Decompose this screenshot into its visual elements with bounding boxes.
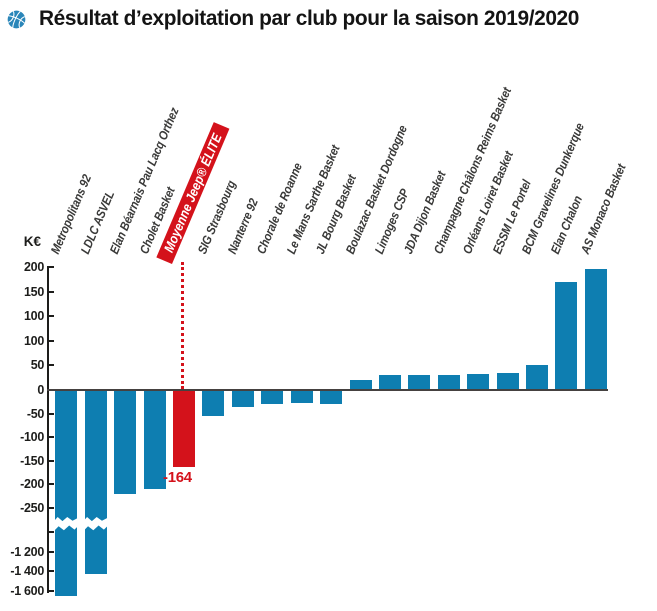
y-axis-tick [49, 339, 54, 342]
y-axis-tick-label: -200 [20, 477, 44, 492]
bar-chorale-de-roanne [261, 390, 284, 405]
bar-metropolitans-92 [54, 390, 79, 597]
y-axis-line [47, 266, 49, 593]
y-axis-unit-label: K€ [23, 234, 41, 249]
bar-bcm-gravelines-dunkerque [526, 365, 549, 389]
y-axis-tick-label: 150 [24, 284, 44, 299]
y-axis-tick [49, 315, 54, 318]
bar-moyenne-jeep-elite [172, 390, 195, 468]
bar-orleans-loiret-basket [467, 374, 490, 389]
y-axis-tick-label: -250 [20, 501, 44, 515]
basketball-icon [7, 10, 26, 29]
y-axis-break-resume-tick [49, 531, 54, 533]
y-axis-tick-label: -50 [26, 406, 44, 421]
bar-sig-strasbourg [202, 390, 225, 416]
average-dotted-line [181, 262, 184, 389]
axis-break-mark [54, 517, 79, 531]
bar-jl-bourg-basket [320, 390, 343, 405]
y-axis-tick-label: 50 [30, 358, 45, 373]
axis-break-mark [83, 517, 108, 531]
bar-essm-le-portel [496, 372, 519, 389]
zero-baseline [47, 389, 608, 391]
y-axis-tick-label: 0 [37, 383, 44, 397]
y-axis-tick-label: 100 [24, 309, 44, 324]
y-axis-tick [49, 266, 54, 268]
y-axis-tick-label: -100 [20, 430, 44, 445]
bar-limoges-csp [378, 375, 401, 389]
y-axis-tick-label: -1 400 [10, 564, 44, 579]
y-axis-tick [49, 570, 54, 573]
bar-elan-chalon [555, 281, 578, 389]
average-value-label: -164 [163, 469, 192, 486]
y-axis-tick-label: -1 600 [10, 584, 44, 599]
y-axis-tick [49, 364, 54, 367]
y-axis-tick [49, 507, 54, 509]
bar-nanterre-92 [231, 390, 254, 407]
bar-boulazac-basket-dordogne [349, 380, 372, 389]
bar-champagne-chalons-reims-basket [437, 375, 460, 389]
page-title: Résultat d’exploitation par club pour la… [39, 6, 579, 30]
y-axis-tick [49, 412, 54, 415]
y-axis-tick [49, 590, 54, 593]
y-axis-tick [49, 550, 54, 553]
y-axis-tick [49, 459, 54, 462]
club-label-as-monaco-basket: AS Monaco Basket [577, 161, 629, 256]
bar-cholet-basket [143, 390, 166, 490]
y-axis-tick [49, 290, 54, 293]
y-axis-tick-label: 200 [24, 260, 44, 274]
y-axis-tick-label: 100 [24, 333, 44, 348]
y-axis-tick-label: -150 [20, 453, 44, 468]
bar-as-monaco-basket [584, 269, 607, 389]
bar-elan-bearnais-pau-lacq-orthez [114, 390, 137, 494]
bar-ldlc-asvel [83, 390, 108, 575]
y-axis-tick [49, 483, 54, 486]
bar-jda-dijon-basket [408, 375, 431, 389]
y-axis-tick [49, 436, 54, 439]
y-axis-tick-label: -1 200 [10, 544, 44, 559]
bar-le-mans-sarthe-basket [290, 390, 313, 404]
